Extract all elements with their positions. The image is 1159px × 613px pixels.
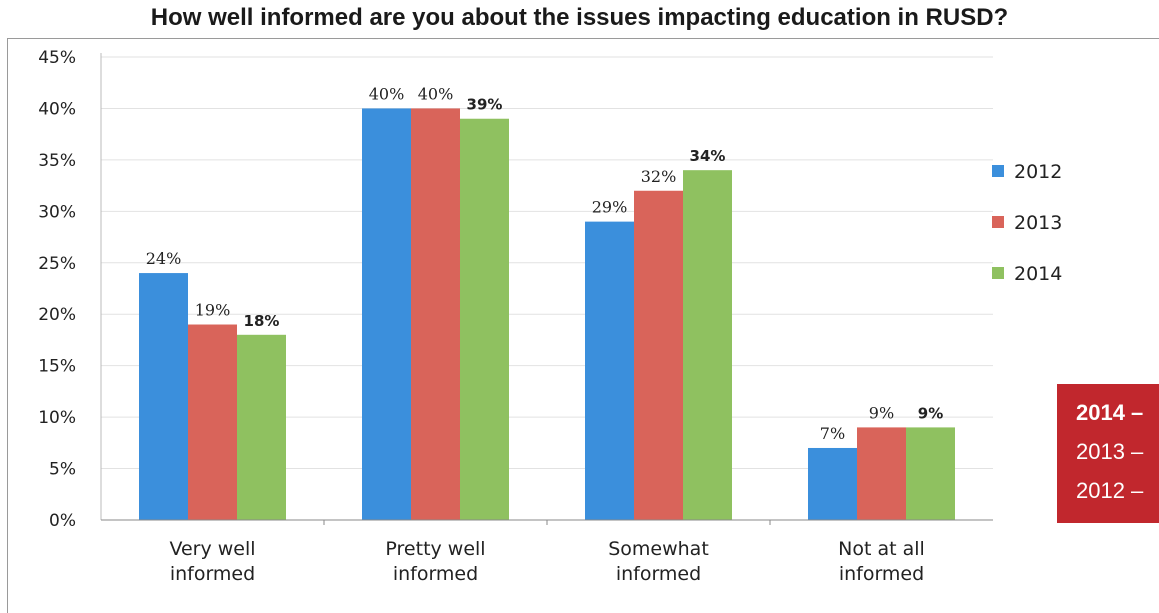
data-label: 9%	[869, 403, 894, 422]
category-label-line: informed	[839, 563, 924, 585]
chart-title: How well informed are you about the issu…	[150, 4, 1009, 31]
category-label: Very well informed	[169, 538, 255, 585]
bar	[139, 273, 188, 520]
category-label-line: Pretty well	[385, 538, 485, 560]
bar	[634, 190, 683, 520]
category-label-line: informed	[170, 563, 255, 585]
category-label-line: Somewhat	[608, 538, 709, 560]
bar	[808, 447, 857, 520]
data-label: 19%	[195, 301, 231, 320]
bar	[411, 108, 460, 520]
bar	[906, 427, 955, 520]
y-tick-label: 45%	[38, 48, 76, 68]
y-tick-label: 10%	[38, 408, 76, 428]
bar	[585, 221, 634, 520]
data-label: 39%	[467, 96, 503, 114]
data-label: 32%	[641, 167, 677, 186]
callout-line: 2012 –	[1076, 478, 1144, 503]
legend-swatch	[992, 267, 1004, 279]
y-tick-label: 0%	[49, 511, 76, 531]
data-labels: 24% 19% 18% 40% 40% 39% 29% 32% 34% 7% 9% 9%	[146, 84, 944, 443]
category-label-line: Very well	[169, 538, 255, 560]
data-label: 40%	[418, 84, 454, 103]
callout-background	[1057, 384, 1159, 523]
chart-frame	[7, 38, 1159, 613]
bar	[237, 334, 286, 520]
legend-swatch	[992, 216, 1004, 228]
category-label-line: informed	[393, 563, 478, 585]
data-label: 29%	[592, 198, 628, 217]
data-label: 40%	[369, 84, 405, 103]
y-tick-label: 35%	[38, 151, 76, 171]
legend-label: 2013	[1014, 212, 1062, 234]
y-tick-label: 5%	[49, 460, 76, 480]
y-tick-label: 25%	[38, 254, 76, 274]
y-tick-label: 30%	[38, 202, 76, 222]
legend-swatch	[992, 165, 1004, 177]
legend-label: 2014	[1014, 263, 1062, 285]
callout-line: 2013 –	[1076, 439, 1144, 464]
data-label: 34%	[690, 147, 726, 165]
data-label: 24%	[146, 249, 182, 268]
data-label: 9%	[918, 404, 943, 422]
bar	[857, 427, 906, 520]
bar	[683, 170, 732, 520]
bar	[362, 108, 411, 520]
y-tick-label: 20%	[38, 305, 76, 325]
legend: 2012 2013 2014	[992, 161, 1062, 285]
bars	[139, 108, 955, 520]
category-label-line: informed	[616, 563, 701, 585]
category-label-line: Not at all	[838, 538, 925, 560]
callout-line: 2014 –	[1076, 400, 1143, 425]
category-label: Pretty well informed	[385, 538, 485, 585]
data-label: 18%	[244, 312, 280, 330]
bar	[188, 324, 237, 520]
data-label: 7%	[820, 424, 845, 443]
y-tick-label: 15%	[38, 357, 76, 377]
category-label: Somewhat informed	[608, 538, 709, 585]
category-label: Not at all informed	[838, 538, 925, 585]
callout-box: 2014 – 2013 – 2012 –	[1057, 384, 1159, 523]
y-tick-label: 40%	[38, 99, 76, 119]
y-axis: 0% 5% 10% 15% 20% 25% 30% 35% 40% 45%	[38, 48, 102, 531]
bar	[460, 118, 509, 520]
legend-label: 2012	[1014, 161, 1062, 183]
